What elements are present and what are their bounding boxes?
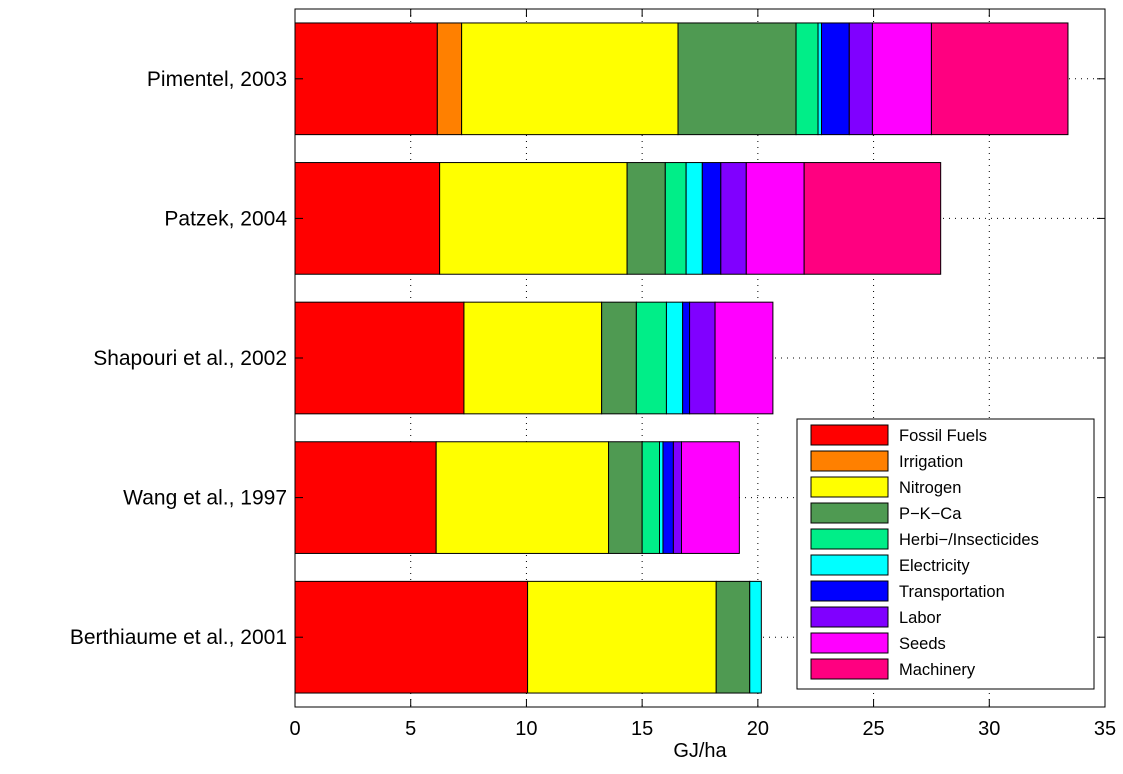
- bars-layer: [294, 22, 1069, 694]
- bar-segment-electricity: [665, 301, 684, 415]
- bar-segment-transportation: [701, 162, 722, 275]
- bar-segment-electricity: [685, 162, 703, 275]
- legend: Fossil Fuels Irrigation Nitrogen P−K−Ca Herb…: [796, 418, 1095, 690]
- x-tick-label: 30: [978, 718, 1000, 740]
- bar-segment-fossil-fuels: [294, 580, 529, 694]
- category-labels: Pimentel, 2003 Patzek, 2004 Shapouri et al…: [70, 68, 287, 649]
- bar-segment-labor: [689, 301, 716, 415]
- bar-segment-seeds: [680, 441, 740, 554]
- bar-segment-nitrogen: [439, 162, 628, 275]
- legend-swatch-seeds: [810, 632, 889, 654]
- bar-segment-transportation: [662, 441, 674, 554]
- legend-label: Nitrogen: [899, 479, 961, 497]
- category-label: Patzek, 2004: [164, 207, 287, 230]
- category-label: Pimentel, 2003: [147, 68, 287, 91]
- x-tick-label: 35: [1094, 718, 1116, 740]
- category-label: Shapouri et al., 2002: [93, 347, 287, 370]
- bar-segment-herbi-insecticides: [664, 162, 687, 275]
- bar-segment-seeds: [714, 301, 774, 415]
- bar-segment-p-k-ca: [601, 301, 637, 415]
- legend-label: Electricity: [899, 557, 970, 575]
- bar-segment-seeds: [871, 22, 932, 136]
- bar-segment-machinery: [803, 162, 942, 275]
- x-tick-label: 0: [289, 718, 300, 740]
- x-tick-label: 5: [405, 718, 416, 740]
- legend-label: Fossil Fuels: [899, 427, 987, 445]
- legend-swatch-herbi-insecticides: [810, 528, 889, 550]
- legend-swatch-electricity: [810, 554, 889, 576]
- legend-label: Herbi−/Insecticides: [899, 531, 1039, 549]
- bar-segment-labor: [848, 22, 873, 136]
- bar-segment-electricity: [817, 22, 822, 136]
- legend-items: Fossil Fuels Irrigation Nitrogen P−K−Ca Herb…: [810, 424, 1039, 680]
- bar-segment-p-k-ca: [715, 580, 751, 694]
- bar-segment-nitrogen: [461, 22, 679, 136]
- x-tick-label: 15: [631, 718, 653, 740]
- legend-label: Labor: [899, 609, 942, 627]
- bar-segment-herbi-insecticides: [795, 22, 819, 136]
- legend-swatch-transportation: [810, 580, 889, 602]
- bar-segment-fossil-fuels: [294, 22, 438, 136]
- legend-label: Machinery: [899, 661, 976, 679]
- legend-label: Transportation: [899, 583, 1005, 601]
- bar-segment-labor: [720, 162, 747, 275]
- x-tick-label: 25: [862, 718, 884, 740]
- x-axis-title: GJ/ha: [673, 740, 727, 762]
- bar-segment-transportation: [821, 22, 850, 136]
- legend-label: Seeds: [899, 635, 946, 653]
- bar-segment-transportation: [682, 301, 691, 415]
- bar-segment-machinery: [930, 22, 1069, 136]
- bar-segment-p-k-ca: [608, 441, 643, 554]
- legend-swatch-machinery: [810, 658, 889, 680]
- legend-swatch-nitrogen: [810, 476, 889, 498]
- category-label: Wang et al., 1997: [123, 487, 287, 510]
- legend-swatch-fossil-fuels: [810, 424, 889, 446]
- legend-label: P−K−Ca: [899, 505, 962, 523]
- ticks-layer: 0 5 10 15 20 25 30 35: [289, 9, 1116, 740]
- bar-segment-fossil-fuels: [294, 301, 465, 415]
- bar-segment-p-k-ca: [677, 22, 797, 136]
- x-tick-label: 20: [747, 718, 769, 740]
- bar-segment-nitrogen: [463, 301, 603, 415]
- bar-segment-seeds: [745, 162, 805, 275]
- legend-label: Irrigation: [899, 453, 963, 471]
- bar-segment-herbi-insecticides: [635, 301, 667, 415]
- bar-segment-electricity: [659, 441, 664, 554]
- category-label: Berthiaume et al., 2001: [70, 626, 287, 649]
- bar-segment-nitrogen: [435, 441, 610, 554]
- bar-segment-electricity: [749, 580, 762, 694]
- bar-segment-irrigation: [436, 22, 463, 136]
- bar-segment-labor: [672, 441, 682, 554]
- bar-segment-p-k-ca: [626, 162, 666, 275]
- bar-segment-herbi-insecticides: [641, 441, 661, 554]
- x-tick-label: 10: [515, 718, 537, 740]
- bar-segment-fossil-fuels: [294, 162, 441, 275]
- bar-segment-nitrogen: [527, 580, 717, 694]
- legend-swatch-irrigation: [810, 450, 889, 472]
- legend-swatch-p-k-ca: [810, 502, 889, 524]
- legend-swatch-labor: [810, 606, 889, 628]
- bar-segment-fossil-fuels: [294, 441, 437, 554]
